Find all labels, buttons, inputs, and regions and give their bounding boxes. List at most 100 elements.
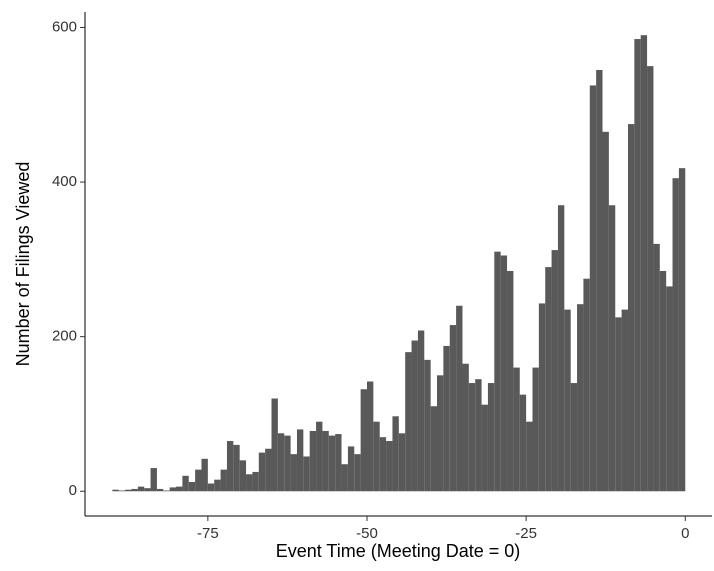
bar xyxy=(659,270,667,492)
x-tick-label: -75 xyxy=(197,525,219,542)
bar xyxy=(258,452,266,492)
bar xyxy=(545,267,552,492)
bar xyxy=(379,437,387,492)
bar xyxy=(577,304,584,492)
bar xyxy=(386,441,393,492)
bar xyxy=(519,394,527,492)
bar xyxy=(195,469,202,492)
bar xyxy=(462,363,469,492)
bar xyxy=(411,340,418,492)
bar xyxy=(220,469,227,492)
bar xyxy=(672,178,679,492)
bar xyxy=(608,205,616,492)
bar xyxy=(449,325,457,492)
y-axis-title: Number of Filings Viewed xyxy=(13,162,33,367)
bar xyxy=(182,475,189,492)
y-tick-label: 600 xyxy=(52,18,77,35)
bar xyxy=(296,429,304,492)
bar xyxy=(507,270,514,492)
bar xyxy=(201,458,208,492)
bar xyxy=(487,383,495,492)
bar xyxy=(417,330,425,492)
bar xyxy=(392,416,399,492)
bar xyxy=(214,479,221,492)
y-tick-label: 400 xyxy=(52,173,77,190)
y-tick-label: 0 xyxy=(69,482,77,499)
bar xyxy=(481,404,488,492)
bar xyxy=(532,367,539,492)
bar xyxy=(366,381,374,492)
bar xyxy=(271,398,278,492)
bar xyxy=(557,205,565,492)
bar xyxy=(239,460,247,492)
bar xyxy=(131,488,138,492)
bar xyxy=(475,379,482,492)
bar xyxy=(309,430,317,492)
bar xyxy=(150,468,157,492)
bar xyxy=(176,486,183,492)
bar xyxy=(303,456,310,492)
bar xyxy=(316,421,323,492)
bar xyxy=(207,483,215,492)
x-axis-title: Event Time (Meeting Date = 0) xyxy=(276,541,521,561)
bar xyxy=(277,433,285,492)
bar xyxy=(443,345,450,492)
bar xyxy=(405,352,412,492)
bar xyxy=(265,448,272,492)
bar xyxy=(347,446,355,492)
bar xyxy=(360,389,367,492)
bar xyxy=(188,481,196,492)
bar xyxy=(634,39,641,492)
bar xyxy=(118,490,126,492)
bar xyxy=(640,35,648,492)
bar xyxy=(125,489,132,492)
bar xyxy=(354,454,361,492)
bar xyxy=(252,471,259,492)
bar xyxy=(398,433,406,492)
bar xyxy=(526,421,533,492)
x-tick-label: 0 xyxy=(681,525,689,542)
bar xyxy=(653,243,660,492)
bar xyxy=(169,487,177,492)
bar xyxy=(341,464,348,492)
bar xyxy=(322,430,329,492)
bar xyxy=(513,367,520,492)
bar xyxy=(596,69,603,492)
bar xyxy=(335,434,342,492)
bar xyxy=(589,85,597,492)
bar xyxy=(647,66,654,492)
bar xyxy=(627,124,635,492)
bar xyxy=(233,444,240,492)
bar xyxy=(284,435,291,492)
bar xyxy=(373,421,380,492)
bar xyxy=(424,359,431,492)
bar xyxy=(678,168,686,492)
bar xyxy=(246,474,253,492)
bar xyxy=(226,441,234,492)
bar xyxy=(430,406,438,492)
y-tick-label: 200 xyxy=(52,328,77,345)
bar xyxy=(468,383,476,492)
x-tick-label: -25 xyxy=(515,525,537,542)
bar xyxy=(570,383,578,492)
bar xyxy=(564,309,571,492)
bar xyxy=(621,309,628,492)
bar xyxy=(500,255,508,492)
bar xyxy=(615,317,622,492)
bar xyxy=(290,454,297,492)
bar xyxy=(538,303,546,492)
bar xyxy=(602,131,609,492)
bar xyxy=(328,435,336,492)
bar xyxy=(494,251,501,492)
bar xyxy=(666,286,673,492)
bar xyxy=(163,490,170,492)
bar xyxy=(112,489,119,492)
bar xyxy=(144,488,151,492)
bar xyxy=(583,278,590,492)
bar xyxy=(551,250,558,492)
bar xyxy=(137,486,145,492)
bar xyxy=(437,375,444,492)
bar xyxy=(156,488,164,492)
bar xyxy=(456,305,463,492)
